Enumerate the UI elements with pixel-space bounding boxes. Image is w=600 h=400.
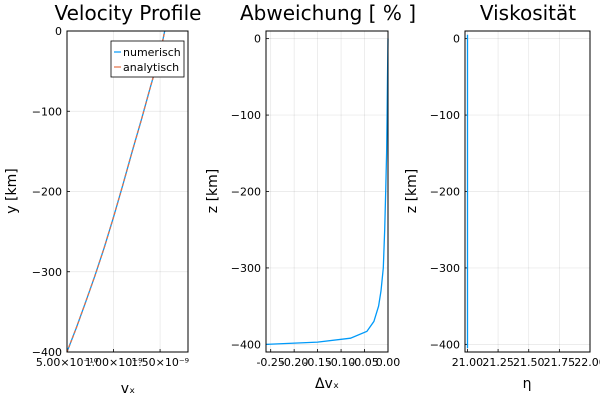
legend: numerisch analytisch	[110, 40, 185, 78]
y-tick-label: −200	[32, 186, 62, 199]
plot-frame	[265, 30, 389, 353]
x-tick-label: -0.25	[256, 356, 284, 369]
y-tick-label: −300	[231, 262, 261, 275]
y-tick-label: −400	[430, 338, 460, 351]
y-tick-label: −100	[32, 105, 62, 118]
x-tick-label: 0.00	[376, 356, 401, 369]
x-tick-label: -0.15	[303, 356, 331, 369]
plot-frame	[66, 30, 189, 353]
x-tick-label: 1.50×10⁻⁹	[131, 356, 189, 369]
deviation-panel: Abweichung [ % ] Δvₓ z [km] -0.25-0.20-0…	[205, 1, 416, 392]
ticks: -0.25-0.20-0.15-0.10-0.050.00 0 −100 −200 −3…	[231, 33, 400, 369]
series	[265, 38, 389, 346]
y-tick-label: −100	[430, 109, 460, 122]
y-tick-label: 0	[254, 33, 261, 46]
series-line-y1	[265, 38, 389, 346]
y-axis-label: y [km]	[4, 168, 20, 213]
y-tick-label: −400	[32, 346, 62, 359]
x-tick-label: 21.25	[482, 356, 514, 369]
grid	[266, 31, 389, 352]
x-tick-label: 21.75	[544, 356, 576, 369]
x-axis-label: η	[523, 376, 532, 392]
series	[66, 30, 166, 353]
series-line-numerisch	[66, 30, 166, 353]
chart-title: Viskosität	[480, 1, 576, 25]
y-tick-label: −300	[32, 266, 62, 279]
y-axis-label: z [km]	[404, 169, 420, 213]
y-tick-label: 0	[453, 33, 460, 46]
grid	[465, 31, 591, 352]
x-tick-label: 21.00	[452, 356, 484, 369]
y-tick-label: 0	[55, 25, 62, 38]
legend-label-numerisch: numerisch	[123, 46, 181, 59]
viscosity-panel: Viskosität η z [km] 21.00 21.25 21.50 21.75…	[404, 1, 600, 392]
x-tick-label: 1.00×10⁻⁹	[85, 356, 143, 369]
velocity-profile-panel: Velocity Profile vₓ y [km] 5.00×10⁻¹⁰1.0…	[4, 1, 202, 397]
chart-title: Velocity Profile	[54, 1, 201, 25]
y-axis-label: z [km]	[205, 169, 221, 213]
x-tick-label: -0.10	[327, 356, 355, 369]
y-tick-label: −400	[231, 338, 261, 351]
y-tick-label: −300	[430, 262, 460, 275]
x-axis-label: vₓ	[121, 381, 136, 397]
y-tick-label: −200	[231, 186, 261, 199]
x-tick-label: 22.00	[574, 356, 600, 369]
x-tick-label: 5.00×10⁻¹⁰	[36, 356, 99, 369]
chart-title: Abweichung [ % ]	[240, 1, 416, 25]
legend-label-analytisch: analytisch	[123, 61, 179, 74]
plot-frame	[464, 30, 591, 353]
x-tick-label: -0.05	[350, 356, 378, 369]
legend-box	[110, 40, 185, 78]
x-axis-label: Δvₓ	[315, 376, 339, 392]
y-tick-label: −100	[231, 109, 261, 122]
x-tick-label: 21.50	[513, 356, 545, 369]
x-tick-label: -0.20	[280, 356, 308, 369]
y-tick-label: −200	[430, 186, 460, 199]
